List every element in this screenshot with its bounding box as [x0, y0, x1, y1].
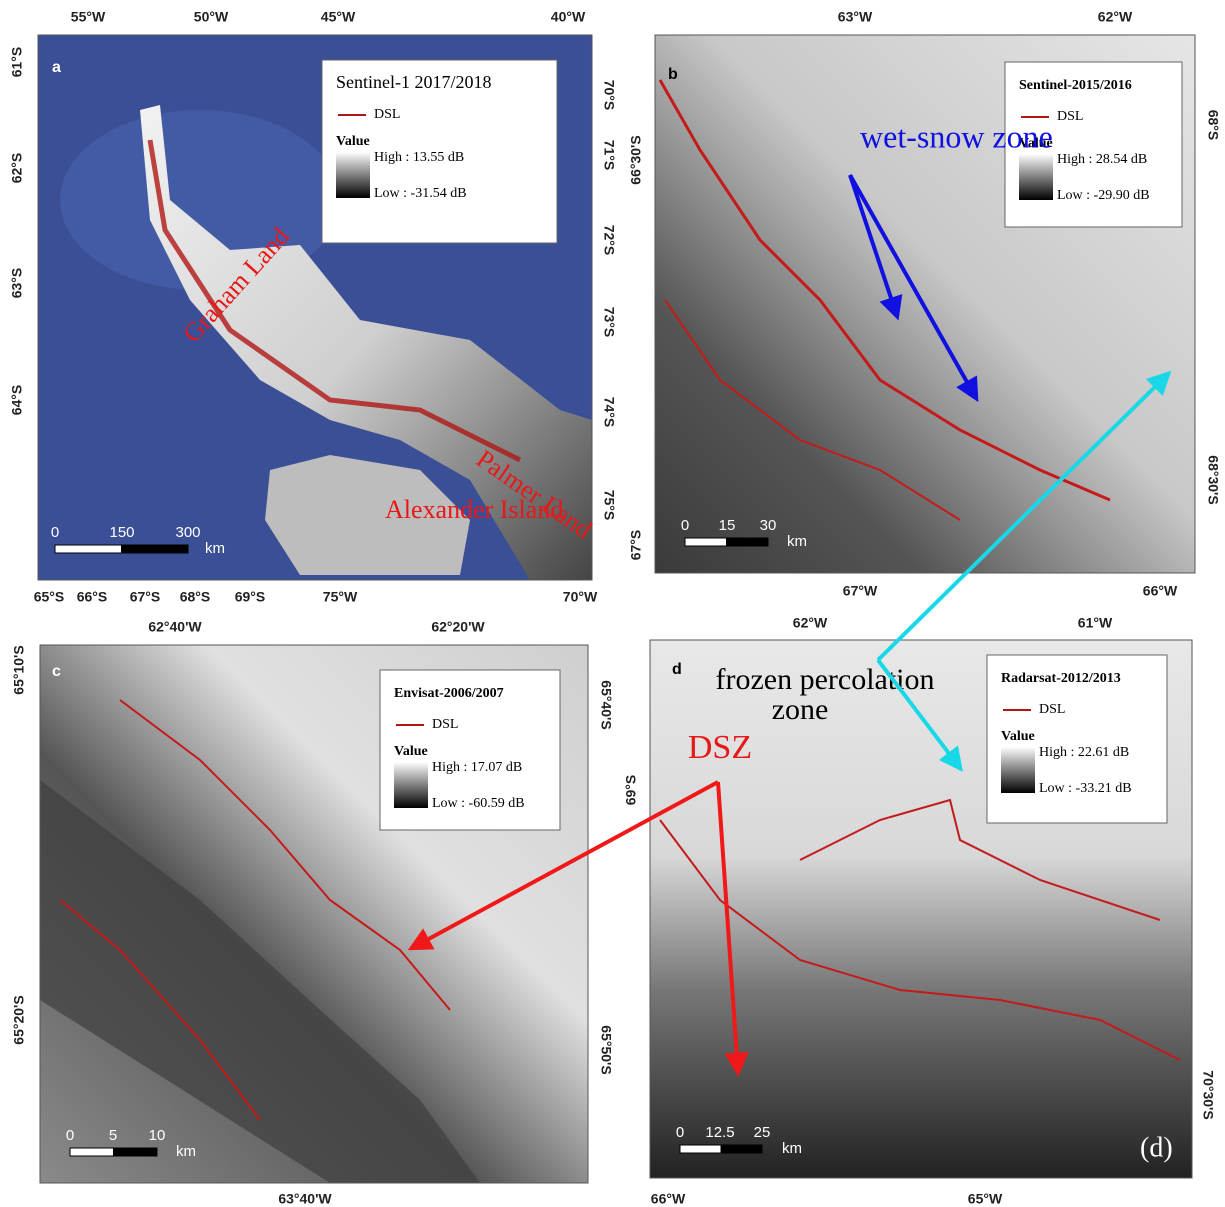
scale-label: 0	[676, 1124, 684, 1141]
top-coord-label: 62°20'W	[431, 619, 485, 635]
scale-unit: km	[782, 1140, 802, 1157]
legend-value-title: Value	[394, 744, 428, 759]
legend-title: Sentinel-2015/2016	[1019, 78, 1132, 93]
right-coord-label: 73°S	[601, 307, 617, 338]
bottom-coord-label: 67°S	[130, 589, 161, 605]
panel-letter: b	[668, 66, 678, 83]
scale-label: 15	[719, 517, 736, 534]
scale-bar-black	[721, 1145, 762, 1153]
top-coord-label: 45°W	[321, 9, 356, 25]
left-coord-label: 64°S	[9, 385, 25, 416]
legend-title: Envisat-2006/2007	[394, 686, 504, 701]
panel-letter: a	[52, 59, 61, 76]
bottom-coord-label: 75°W	[323, 589, 358, 605]
legend-high: High : 28.54 dB	[1057, 152, 1147, 167]
bottom-coord-label: 70°W	[563, 589, 598, 605]
legend-high: High : 22.61 dB	[1039, 745, 1129, 760]
right-coord-label: 70°S	[601, 80, 617, 111]
legend-high: High : 13.55 dB	[374, 150, 464, 165]
right-coord-label: 68°30'S	[1205, 455, 1221, 504]
legend-ramp	[1001, 747, 1035, 793]
legend-low: Low : -33.21 dB	[1039, 781, 1132, 796]
scale-bar-white	[680, 1145, 721, 1153]
scale-label: 5	[109, 1127, 117, 1144]
legend-line-label: DSL	[1057, 109, 1083, 124]
scale-unit: km	[205, 540, 225, 557]
left-coord-label: 69°S	[623, 775, 639, 806]
legend-title: Sentinel-1 2017/2018	[336, 72, 492, 92]
panel-letter: c	[52, 663, 61, 680]
left-coord-label: 63°S	[9, 268, 25, 299]
right-coord-label: 75°S	[601, 490, 617, 521]
scale-label: 300	[175, 524, 200, 541]
scale-label: 30	[760, 517, 777, 534]
figure: a 55°W 50°W 45°W 40°W 65°S 66°S 67°S 68°S 69°S 75°…	[0, 0, 1225, 1207]
left-coord-label: 66°30'S	[628, 135, 644, 184]
legend-line-label: DSL	[432, 717, 458, 732]
legend-low: Low : -31.54 dB	[374, 186, 467, 201]
bottom-coord-label: 66°W	[1143, 583, 1178, 599]
bottom-coord-label: 68°S	[180, 589, 211, 605]
panel-letter: d	[672, 661, 682, 678]
top-coord-label: 55°W	[71, 9, 106, 25]
legend-low: Low : -60.59 dB	[432, 796, 525, 811]
scale-bar-white	[55, 545, 122, 553]
scale-bar-black	[114, 1148, 158, 1156]
scale-unit: km	[176, 1143, 196, 1160]
scale-label: 150	[109, 524, 134, 541]
right-coord-label: 70°30'S	[1200, 1070, 1216, 1119]
left-coord-label: 62°S	[9, 153, 25, 184]
bottom-coord-label: 69°S	[235, 589, 266, 605]
bottom-coord-label: 63°40'W	[278, 1191, 332, 1207]
legend-value-title: Value	[1001, 729, 1035, 744]
left-coord-label: 61°S	[9, 47, 25, 78]
left-coord-label: 67°S	[628, 530, 644, 561]
scale-label: 0	[66, 1127, 74, 1144]
top-coord-label: 63°W	[838, 9, 873, 25]
legend-low: Low : -29.90 dB	[1057, 188, 1150, 203]
scale-label: 10	[149, 1127, 166, 1144]
scale-bar-white	[685, 538, 727, 546]
bottom-coord-label: 66°W	[651, 1191, 686, 1207]
top-coord-label: 62°W	[793, 615, 828, 631]
bottom-coord-label: 65°S	[34, 589, 65, 605]
right-coord-label: 65°50'S	[598, 1025, 614, 1074]
right-coord-label: 72°S	[601, 225, 617, 256]
annotation: wet-snow zone	[860, 118, 1053, 154]
annotation: (d)	[1140, 1132, 1173, 1163]
legend-line-label: DSL	[374, 107, 400, 122]
scale-bar-black	[122, 545, 189, 553]
bottom-coord-label: 65°W	[968, 1191, 1003, 1207]
legend-ramp	[394, 762, 428, 808]
scale-label: 0	[51, 524, 59, 541]
legend-title: Radarsat-2012/2013	[1001, 671, 1121, 686]
top-coord-label: 61°W	[1078, 615, 1113, 631]
legend-high: High : 17.07 dB	[432, 760, 522, 775]
legend-value-title: Value	[336, 134, 370, 149]
right-coord-label: 71°S	[601, 140, 617, 171]
left-coord-label: 65°20'S	[11, 995, 27, 1044]
top-coord-label: 62°40'W	[148, 619, 202, 635]
bottom-coord-label: 67°W	[843, 583, 878, 599]
scale-unit: km	[787, 533, 807, 550]
annotation: DSZ	[688, 729, 752, 766]
right-coord-label: 65°40'S	[598, 680, 614, 729]
top-coord-label: 50°W	[194, 9, 229, 25]
left-coord-label: 65°10'S	[11, 645, 27, 694]
scale-bar-white	[70, 1148, 114, 1156]
scale-label: 0	[681, 517, 689, 534]
legend-line-label: DSL	[1039, 702, 1065, 717]
top-coord-label: 62°W	[1098, 9, 1133, 25]
bottom-coord-label: 66°S	[77, 589, 108, 605]
scale-label: 12.5	[705, 1124, 734, 1141]
right-coord-label: 74°S	[601, 397, 617, 428]
annotation: zone	[772, 693, 829, 726]
top-coord-label: 40°W	[551, 9, 586, 25]
scale-label: 25	[754, 1124, 771, 1141]
legend-ramp	[1019, 154, 1053, 200]
legend-ramp	[336, 152, 370, 198]
annotation: Alexander Island	[385, 495, 563, 524]
scale-bar-black	[727, 538, 769, 546]
right-coord-label: 68°S	[1205, 110, 1221, 141]
